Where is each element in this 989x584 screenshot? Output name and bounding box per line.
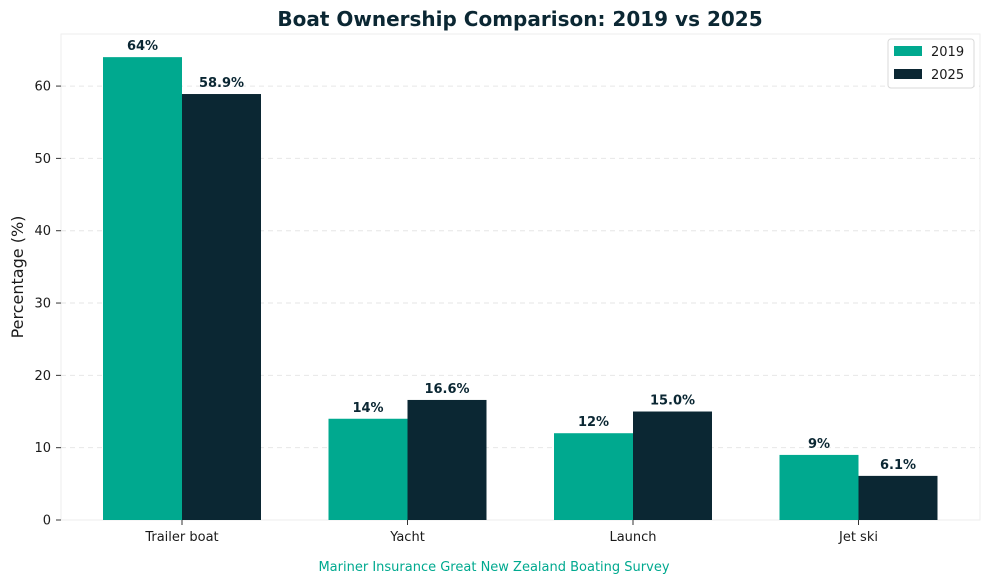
- plot-area: [60, 33, 981, 521]
- data-label: 15.0%: [650, 394, 695, 409]
- y-tick-label: 60: [34, 80, 51, 95]
- bar-2025-yacht: [407, 399, 487, 520]
- y-tick-label: 10: [34, 441, 51, 456]
- data-label: 9%: [808, 437, 830, 452]
- y-axis-label: Percentage (%): [8, 216, 27, 339]
- bar-2025-launch: [633, 411, 712, 520]
- x-tick-label: Launch: [609, 530, 656, 545]
- bar-2025-jet-ski: [858, 475, 938, 520]
- data-label: 58.9%: [199, 76, 244, 91]
- legend-label-2025: 2025: [931, 68, 964, 83]
- data-label: 6.1%: [880, 458, 916, 473]
- bar-2019-yacht: [328, 418, 408, 520]
- y-tick-label: 50: [34, 152, 51, 167]
- x-tick-label: Jet ski: [838, 530, 878, 545]
- legend-swatch-2019: [894, 46, 922, 56]
- y-tick-label: 0: [43, 514, 51, 529]
- data-labels: 64% 58.9% 14% 16.6% 12% 15.0% 9% 6.1%: [127, 39, 916, 473]
- bar-2019-jet-ski: [779, 454, 859, 520]
- legend: 2019 2025: [887, 38, 975, 89]
- data-label: 64%: [127, 39, 158, 54]
- source-note: Mariner Insurance Great New Zealand Boat…: [318, 560, 669, 575]
- data-label: 14%: [352, 401, 383, 416]
- y-tick-label: 40: [34, 224, 51, 239]
- legend-label-2019: 2019: [931, 45, 964, 60]
- data-label: 16.6%: [424, 382, 469, 397]
- bars: [103, 57, 938, 521]
- y-tick-label: 30: [34, 297, 51, 312]
- axes: 0 10 20 30 40 50 60 Trailer boat Yacht Launch Jet …: [34, 80, 878, 545]
- x-tick-label: Yacht: [389, 530, 425, 545]
- legend-swatch-2025: [894, 69, 922, 79]
- chart-title: Boat Ownership Comparison: 2019 vs 2025: [277, 7, 762, 31]
- bar-2019-launch: [554, 433, 633, 520]
- y-tick-label: 20: [34, 369, 51, 384]
- data-label: 12%: [578, 415, 609, 430]
- bar-2025-trailer-boat: [182, 94, 261, 520]
- bar-2019-trailer-boat: [103, 57, 182, 521]
- x-tick-label: Trailer boat: [144, 530, 218, 545]
